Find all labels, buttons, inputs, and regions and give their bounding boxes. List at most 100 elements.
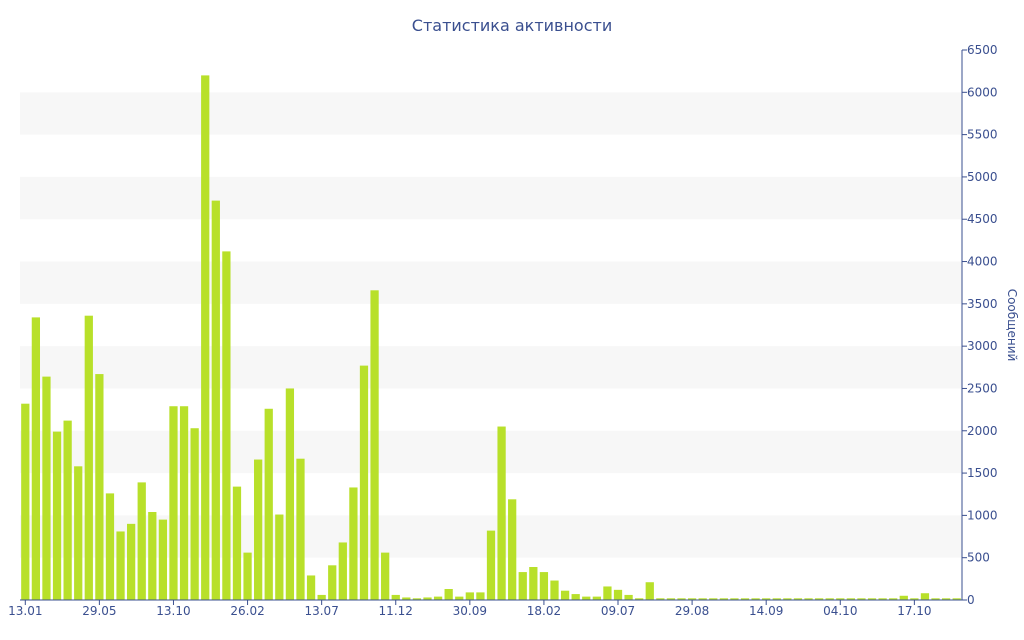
bar[interactable] <box>846 598 855 600</box>
bar[interactable] <box>772 598 781 600</box>
bar[interactable] <box>412 598 422 600</box>
bar[interactable] <box>116 531 125 600</box>
bar[interactable] <box>465 592 474 600</box>
bar[interactable] <box>21 403 30 600</box>
bar[interactable] <box>296 458 305 600</box>
grid-band <box>20 346 962 389</box>
chart-title: Статистика активности <box>412 16 612 35</box>
bar[interactable] <box>243 552 252 600</box>
grid-bands <box>20 92 962 558</box>
bar[interactable] <box>497 426 506 600</box>
bar[interactable] <box>359 365 369 600</box>
bar[interactable] <box>444 589 453 600</box>
bar[interactable] <box>931 598 940 600</box>
bar[interactable] <box>74 466 83 600</box>
bar[interactable] <box>740 598 750 600</box>
bar[interactable] <box>836 598 845 600</box>
bar[interactable] <box>550 580 559 600</box>
bar[interactable] <box>402 597 411 600</box>
bar[interactable] <box>719 598 728 600</box>
bar[interactable] <box>677 598 686 600</box>
x-tick-label: 13.01 <box>8 604 42 618</box>
bar[interactable] <box>169 406 178 600</box>
bar[interactable] <box>666 598 676 600</box>
bar[interactable] <box>84 315 93 600</box>
bar[interactable] <box>857 598 866 600</box>
bar[interactable] <box>529 567 538 600</box>
bar[interactable] <box>391 594 400 600</box>
bar[interactable] <box>423 597 432 600</box>
bar[interactable] <box>455 596 464 600</box>
bar[interactable] <box>825 598 834 600</box>
y-tick-label: 5000 <box>967 170 998 184</box>
bar[interactable] <box>656 598 665 600</box>
bar[interactable] <box>222 251 231 600</box>
bar[interactable] <box>804 598 813 600</box>
bar[interactable] <box>592 596 601 600</box>
bar[interactable] <box>105 493 115 600</box>
bar[interactable] <box>539 572 549 600</box>
bar[interactable] <box>645 582 654 600</box>
bar[interactable] <box>635 598 644 600</box>
bar[interactable] <box>232 486 242 600</box>
bar[interactable] <box>867 598 877 600</box>
bar[interactable] <box>328 565 337 600</box>
bar[interactable] <box>264 408 273 600</box>
bar[interactable] <box>762 598 771 600</box>
bar[interactable] <box>920 593 930 600</box>
x-tick-label: 13.07 <box>304 604 338 618</box>
bar[interactable] <box>254 459 263 600</box>
bar[interactable] <box>137 482 146 600</box>
bar[interactable] <box>613 589 623 600</box>
bar[interactable] <box>148 512 157 600</box>
bar[interactable] <box>952 598 961 600</box>
bar[interactable] <box>698 598 707 600</box>
bar[interactable] <box>730 598 739 600</box>
bar[interactable] <box>338 542 347 600</box>
bar[interactable] <box>889 598 898 600</box>
bar[interactable] <box>878 598 887 600</box>
bar[interactable] <box>814 598 824 600</box>
bar[interactable] <box>179 406 189 600</box>
x-tick-label: 11.12 <box>379 604 413 618</box>
axes: 0 500 1000 1500 2000 2500 3000 3500 4000 4500 5000… <box>8 43 997 618</box>
bar[interactable] <box>158 519 168 600</box>
bar[interactable] <box>624 594 633 600</box>
bar[interactable] <box>476 592 485 600</box>
bar[interactable] <box>201 75 210 600</box>
bar[interactable] <box>910 598 919 600</box>
bar[interactable] <box>52 431 62 600</box>
bar[interactable] <box>560 590 570 600</box>
bar[interactable] <box>31 317 41 600</box>
bar[interactable] <box>433 596 443 600</box>
bar[interactable] <box>518 572 527 600</box>
bar[interactable] <box>941 598 951 600</box>
bar[interactable] <box>95 374 104 600</box>
bar[interactable] <box>285 388 295 600</box>
bar[interactable] <box>370 290 379 600</box>
bar[interactable] <box>582 596 591 600</box>
bar[interactable] <box>508 499 517 600</box>
bar[interactable] <box>486 530 496 600</box>
bar[interactable] <box>709 598 718 600</box>
bar[interactable] <box>751 598 760 600</box>
bar[interactable] <box>603 586 612 600</box>
bar[interactable] <box>783 598 792 600</box>
bar[interactable] <box>793 598 803 600</box>
bar[interactable] <box>63 420 72 600</box>
x-tick-label: 29.05 <box>82 604 116 618</box>
grid-band <box>20 92 962 135</box>
bar[interactable] <box>211 200 220 600</box>
bar[interactable] <box>349 487 358 600</box>
bar[interactable] <box>306 575 316 600</box>
y-tick-label: 6000 <box>967 85 998 99</box>
bar[interactable] <box>687 598 697 600</box>
bar[interactable] <box>381 552 390 600</box>
bar[interactable] <box>899 595 908 600</box>
bar[interactable] <box>317 594 326 600</box>
bar[interactable] <box>42 376 51 600</box>
bar[interactable] <box>275 514 284 600</box>
bar[interactable] <box>571 594 580 600</box>
bar[interactable] <box>127 523 136 600</box>
bar[interactable] <box>190 428 199 600</box>
